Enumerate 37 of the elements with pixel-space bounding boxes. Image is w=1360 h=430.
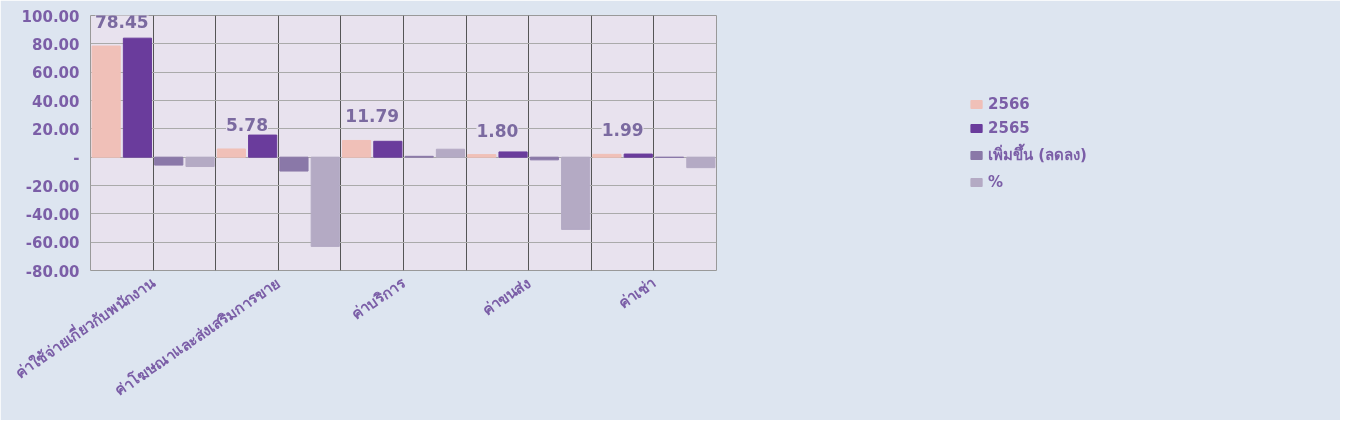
bar <box>122 37 153 158</box>
bar <box>435 148 466 158</box>
bar <box>279 156 309 172</box>
y-tick-label: -60.00 <box>25 234 80 253</box>
bar <box>91 45 121 158</box>
data-label: 1.80 <box>476 120 519 141</box>
bar <box>623 153 653 158</box>
legend-label: 2566 <box>988 94 1030 113</box>
bar <box>498 151 528 158</box>
bar <box>529 156 559 161</box>
legend-label: % <box>988 172 1005 191</box>
bar <box>341 139 372 158</box>
bar <box>248 134 278 158</box>
y-tick-label: 100.00 <box>21 7 80 26</box>
bar <box>216 148 246 158</box>
data-label: 1.99 <box>601 120 644 141</box>
y-tick-label: - <box>73 149 80 168</box>
bar <box>686 156 716 169</box>
bar <box>467 154 497 158</box>
bar <box>373 140 403 158</box>
data-label: 11.79 <box>345 106 400 127</box>
bar <box>592 153 622 158</box>
y-tick-label: 60.00 <box>32 64 80 83</box>
data-label: 5.78 <box>226 114 268 135</box>
legend-label: 2565 <box>988 118 1030 137</box>
data-label: 78.45 <box>94 12 149 33</box>
y-tick-label: 40.00 <box>32 92 80 111</box>
y-tick-label: 20.00 <box>32 120 80 139</box>
bar <box>185 156 215 168</box>
y-tick-label: -20.00 <box>25 177 80 196</box>
bar <box>154 156 184 166</box>
bar <box>310 156 340 247</box>
y-tick-label: -40.00 <box>25 205 80 224</box>
y-tick-label: 80.00 <box>32 35 80 54</box>
legend-label: เพิ่มขึ้น (ลดลง) <box>988 142 1087 166</box>
bar <box>561 156 591 230</box>
y-tick-label: -80.00 <box>25 262 80 281</box>
